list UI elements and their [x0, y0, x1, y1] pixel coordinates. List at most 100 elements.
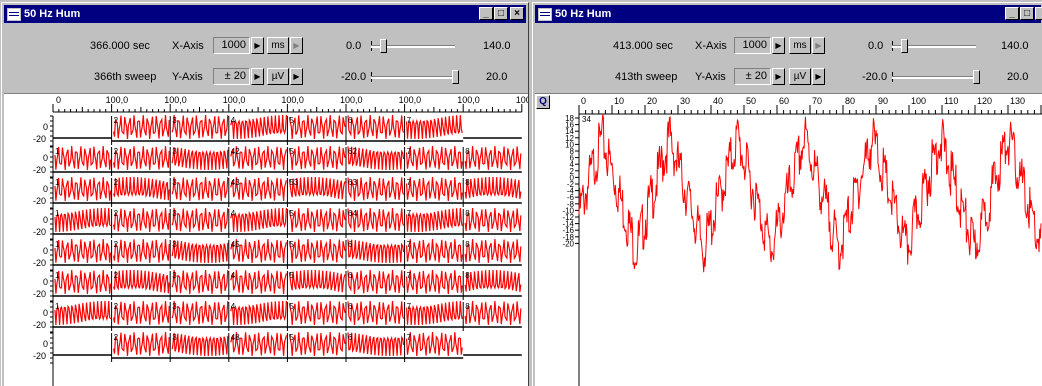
x-slider-thumb[interactable]: [380, 39, 388, 53]
panel-number: 5: [289, 209, 294, 218]
y-tick-label: 0: [43, 153, 48, 163]
sweep-trace: [230, 176, 287, 202]
minimize-icon[interactable]: _: [479, 7, 493, 20]
sweep-trace: [113, 269, 170, 294]
panel-number: 48: [231, 333, 240, 342]
x-axis-scale-field[interactable]: 1000: [213, 37, 250, 54]
y-axis-slider[interactable]: [892, 70, 980, 84]
x-scale-arrow-button[interactable]: ▶: [772, 37, 785, 54]
panel-number: 6: [348, 333, 353, 342]
x-unit-arrow-button[interactable]: ▶: [812, 37, 825, 54]
sweep-trace: [230, 114, 287, 140]
sweep-trace: [347, 207, 405, 233]
y-max-value: 20.0: [1007, 71, 1029, 83]
panel-number: 8: [465, 178, 470, 187]
top-tick-label: 100,0: [223, 95, 246, 105]
sweep-trace: [171, 176, 229, 202]
x-axis-scale-field[interactable]: 1000: [734, 37, 771, 54]
window-icon[interactable]: [7, 8, 21, 21]
sweep-trace: [113, 331, 170, 357]
panel-number: 1: [55, 271, 60, 280]
x-axis-slider[interactable]: [892, 39, 976, 53]
x-max-value: 140.0: [483, 40, 511, 52]
sweep-trace: [288, 331, 346, 357]
y-slider-thumb[interactable]: [452, 70, 459, 84]
y-tick-label: 12: [565, 134, 574, 143]
sweep-trace: [113, 145, 170, 171]
sweep-trace: [406, 301, 463, 326]
sweep-trace: [347, 239, 405, 264]
y-tick-label: 0: [43, 246, 48, 256]
panel-number: 3: [172, 147, 177, 156]
minimize-icon[interactable]: _: [1005, 7, 1019, 20]
x-scale-arrow-button[interactable]: ▶: [251, 37, 264, 54]
y-tick-label: -20: [33, 227, 46, 237]
y-tick-label: 16: [565, 121, 574, 130]
panel-number: 63: [348, 178, 357, 187]
y-unit-selector[interactable]: µV: [789, 68, 811, 85]
maximize-icon[interactable]: □: [1020, 7, 1034, 20]
y-slider-thumb[interactable]: [973, 70, 980, 84]
top-tick-label: 100,0: [164, 95, 187, 105]
y-tick-label: 0: [43, 339, 48, 349]
title-bar[interactable]: 50 Hz Hum _ □ ×: [4, 5, 526, 23]
y-unit-arrow-button[interactable]: ▶: [812, 68, 825, 85]
y-tick-label: -20: [33, 134, 46, 144]
y-tick-label: -20: [33, 320, 46, 330]
y-axis-slider[interactable]: [371, 70, 459, 84]
x-axis-slider[interactable]: [371, 39, 455, 53]
x-slider-thumb[interactable]: [901, 39, 909, 53]
sweep-trace: [54, 145, 112, 171]
x-tick-label: 60: [779, 96, 789, 106]
panel-number: 3: [172, 178, 177, 187]
sweep-trace: [406, 331, 463, 357]
channel-label: 34: [582, 115, 591, 124]
y-tick-label: -20: [33, 258, 46, 268]
y-tick-label: -20: [33, 196, 46, 206]
y-axis-scale-field[interactable]: ± 20: [734, 68, 771, 85]
x-unit-arrow-button[interactable]: ▶: [290, 37, 303, 54]
sweep-trace: [230, 207, 287, 233]
magnifier-icon[interactable]: Q: [536, 95, 550, 109]
sweep-trace: [113, 176, 170, 201]
y-tick-label: 4: [570, 160, 575, 169]
y-tick-label: 0: [43, 215, 48, 225]
y-unit-arrow-button[interactable]: ▶: [290, 68, 303, 85]
x-max-value: 140.0: [1001, 40, 1029, 52]
y-tick-label: 0: [43, 122, 48, 132]
panel-number: 6: [348, 116, 353, 125]
x-tick-label: 80: [845, 96, 855, 106]
x-unit-selector[interactable]: ms: [267, 37, 289, 54]
multi-sweep-plot[interactable]: 0100,0100,0100,0100,0100,0100,0100,01000…: [4, 93, 528, 386]
y-scale-arrow-button[interactable]: ▶: [251, 68, 264, 85]
single-sweep-plot[interactable]: Q 0 10 20 30 40 50 60 70 80 90 100 110 120 130 18 16 14 1…: [535, 93, 1042, 386]
y-tick-label: 18: [565, 114, 574, 123]
sweep-trace: [171, 300, 229, 326]
x-tick-label: 30: [680, 96, 690, 106]
sweep-trace: [578, 114, 1042, 273]
close-icon[interactable]: [1035, 7, 1042, 20]
x-min-value: 0.0: [346, 40, 362, 52]
panel-number: 45: [231, 240, 240, 249]
y-unit-selector[interactable]: µV: [267, 68, 289, 85]
sweep-trace: [113, 238, 170, 264]
sweep-trace: [288, 300, 346, 326]
sweep-trace: [464, 269, 522, 292]
sweep-trace: [347, 269, 405, 295]
x-tick-label: 100: [911, 96, 926, 106]
panel-number: 3: [172, 116, 177, 125]
y-axis-scale-field[interactable]: ± 20: [213, 68, 250, 85]
title-bar[interactable]: 50 Hz Hum □ _: [535, 5, 1042, 23]
close-icon[interactable]: ×: [510, 7, 524, 20]
panel-number: 2: [114, 116, 119, 125]
x-unit-selector[interactable]: ms: [789, 37, 811, 54]
y-tick-label: -2: [567, 180, 575, 189]
x-tick-label: 0: [581, 96, 586, 106]
sweep-readout: 413th sweep: [615, 71, 678, 83]
top-tick-label: 0: [56, 95, 61, 105]
y-scale-arrow-button[interactable]: ▶: [772, 68, 785, 85]
maximize-icon[interactable]: □: [494, 7, 508, 20]
window-icon[interactable]: [538, 8, 552, 21]
sweep-trace: [406, 269, 463, 295]
sweep-trace: [113, 300, 170, 326]
